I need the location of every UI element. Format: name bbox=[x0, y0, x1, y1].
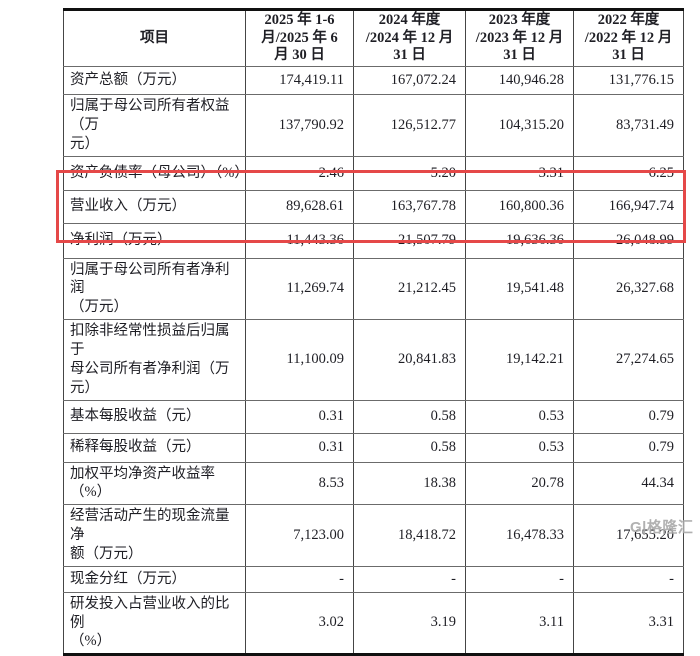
cell-value: 18.38 bbox=[353, 461, 466, 506]
table-row: 归属于母公司所有者权益（万 元） 137,790.92 126,512.77 1… bbox=[63, 94, 684, 157]
cell-value: 19,636.36 bbox=[465, 222, 574, 259]
table-row: 资产负债率（母公司）（%） 2.46 5.20 3.31 6.25 bbox=[63, 155, 684, 191]
row-label: 基本每股收益（元） bbox=[63, 399, 246, 434]
cell-value: 19,142.21 bbox=[465, 319, 574, 401]
gelonghui-watermark-logo: G|格隆汇 bbox=[630, 519, 694, 536]
cell-value: 3.31 bbox=[465, 155, 574, 191]
row-label: 现金分红（万元） bbox=[63, 565, 246, 593]
cell-value: 126,512.77 bbox=[353, 94, 466, 157]
cell-value: 3.19 bbox=[353, 591, 466, 656]
row-label: 净利润（万元） bbox=[63, 222, 246, 259]
cell-value: 0.53 bbox=[465, 399, 574, 434]
col-header-2023: 2023 年度 /2023 年 12 月 31 日 bbox=[465, 8, 574, 68]
cell-value: 11,100.09 bbox=[245, 319, 354, 401]
cell-value: 11,443.36 bbox=[245, 222, 354, 259]
table-row: 基本每股收益（元） 0.31 0.58 0.53 0.79 bbox=[63, 399, 684, 434]
cell-value: - bbox=[245, 565, 354, 593]
cell-value: - bbox=[465, 565, 574, 593]
table-row: 现金分红（万元） - - - - bbox=[63, 565, 684, 593]
cell-value: 166,947.74 bbox=[573, 189, 684, 224]
row-label: 归属于母公司所有者权益（万 元） bbox=[63, 94, 246, 157]
row-label: 研发投入占营业收入的比例 （%） bbox=[63, 591, 246, 656]
cell-value: 163,767.78 bbox=[353, 189, 466, 224]
cell-value: 11,269.74 bbox=[245, 257, 354, 321]
row-label: 资产负债率（母公司）（%） bbox=[63, 155, 249, 191]
row-label: 归属于母公司所有者净利润 （万元） bbox=[63, 257, 246, 321]
cell-value: 0.53 bbox=[465, 432, 574, 463]
cell-value: 21,212.45 bbox=[353, 257, 466, 321]
row-label: 加权平均净资产收益率（%） bbox=[63, 461, 246, 506]
financial-summary-table: 项目 2025 年 1-6 月/2025 年 6 月 30 日 2024 年度 … bbox=[63, 8, 684, 656]
cell-value: 21,507.79 bbox=[353, 222, 466, 259]
cell-value: 2.46 bbox=[245, 155, 354, 191]
cell-value: 89,628.61 bbox=[245, 189, 354, 224]
cell-value: 3.31 bbox=[573, 591, 684, 656]
cell-value: 0.31 bbox=[245, 399, 354, 434]
cell-value: 167,072.24 bbox=[353, 66, 466, 96]
cell-value: 18,418.72 bbox=[353, 504, 466, 567]
table-row: 归属于母公司所有者净利润 （万元） 11,269.74 21,212.45 19… bbox=[63, 257, 684, 321]
cell-value: 137,790.92 bbox=[245, 94, 354, 157]
cell-value: 6.25 bbox=[573, 155, 684, 191]
cell-value: 174,419.11 bbox=[245, 66, 354, 96]
table-row-highlighted: 营业收入（万元） 89,628.61 163,767.78 160,800.36… bbox=[63, 189, 684, 224]
cell-value: 19,541.48 bbox=[465, 257, 574, 321]
table-row-highlighted: 净利润（万元） 11,443.36 21,507.79 19,636.36 26… bbox=[63, 222, 684, 259]
table-row: 加权平均净资产收益率（%） 8.53 18.38 20.78 44.34 bbox=[63, 461, 684, 506]
cell-value: 7,123.00 bbox=[245, 504, 354, 567]
table-row: 经营活动产生的现金流量净 额（万元） 7,123.00 18,418.72 16… bbox=[63, 504, 684, 567]
row-label: 扣除非经常性损益后归属于 母公司所有者净利润（万元） bbox=[63, 319, 246, 401]
cell-value: - bbox=[573, 565, 684, 593]
cell-value: 160,800.36 bbox=[465, 189, 574, 224]
col-header-item: 项目 bbox=[63, 8, 246, 68]
col-header-2024: 2024 年度 /2024 年 12 月 31 日 bbox=[353, 8, 466, 68]
table-row: 扣除非经常性损益后归属于 母公司所有者净利润（万元） 11,100.09 20,… bbox=[63, 319, 684, 401]
cell-value: 0.31 bbox=[245, 432, 354, 463]
cell-value: 83,731.49 bbox=[573, 94, 684, 157]
cell-value: 20,841.83 bbox=[353, 319, 466, 401]
cell-value: 0.79 bbox=[573, 399, 684, 434]
cell-value: 44.34 bbox=[573, 461, 684, 506]
cell-value: 27,274.65 bbox=[573, 319, 684, 401]
col-header-2022: 2022 年度 /2022 年 12 月 31 日 bbox=[573, 8, 684, 68]
table-header-row: 项目 2025 年 1-6 月/2025 年 6 月 30 日 2024 年度 … bbox=[63, 8, 684, 68]
cell-value: 3.11 bbox=[465, 591, 574, 656]
cell-value: 0.58 bbox=[353, 399, 466, 434]
cell-value: 0.79 bbox=[573, 432, 684, 463]
cell-value: 16,478.33 bbox=[465, 504, 574, 567]
row-label: 经营活动产生的现金流量净 额（万元） bbox=[63, 504, 246, 567]
cell-value: 131,776.15 bbox=[573, 66, 684, 96]
financial-summary-page: 项目 2025 年 1-6 月/2025 年 6 月 30 日 2024 年度 … bbox=[56, 8, 694, 656]
cell-value: 8.53 bbox=[245, 461, 354, 506]
row-label: 营业收入（万元） bbox=[63, 189, 246, 224]
col-header-2025: 2025 年 1-6 月/2025 年 6 月 30 日 bbox=[245, 8, 354, 68]
table-row: 稀释每股收益（元） 0.31 0.58 0.53 0.79 bbox=[63, 432, 684, 463]
cell-value: 26,327.68 bbox=[573, 257, 684, 321]
cell-value: 140,946.28 bbox=[465, 66, 574, 96]
cell-value: - bbox=[353, 565, 466, 593]
cell-value: 26,048.99 bbox=[573, 222, 684, 259]
row-label: 稀释每股收益（元） bbox=[63, 432, 246, 463]
cell-value: 5.20 bbox=[353, 155, 466, 191]
cell-value: 3.02 bbox=[245, 591, 354, 656]
table-row: 资产总额（万元） 174,419.11 167,072.24 140,946.2… bbox=[63, 66, 684, 96]
cell-value: 104,315.20 bbox=[465, 94, 574, 157]
cell-value: 20.78 bbox=[465, 461, 574, 506]
row-label: 资产总额（万元） bbox=[63, 66, 246, 96]
cell-value: 0.58 bbox=[353, 432, 466, 463]
table-row: 研发投入占营业收入的比例 （%） 3.02 3.19 3.11 3.31 bbox=[63, 591, 684, 656]
